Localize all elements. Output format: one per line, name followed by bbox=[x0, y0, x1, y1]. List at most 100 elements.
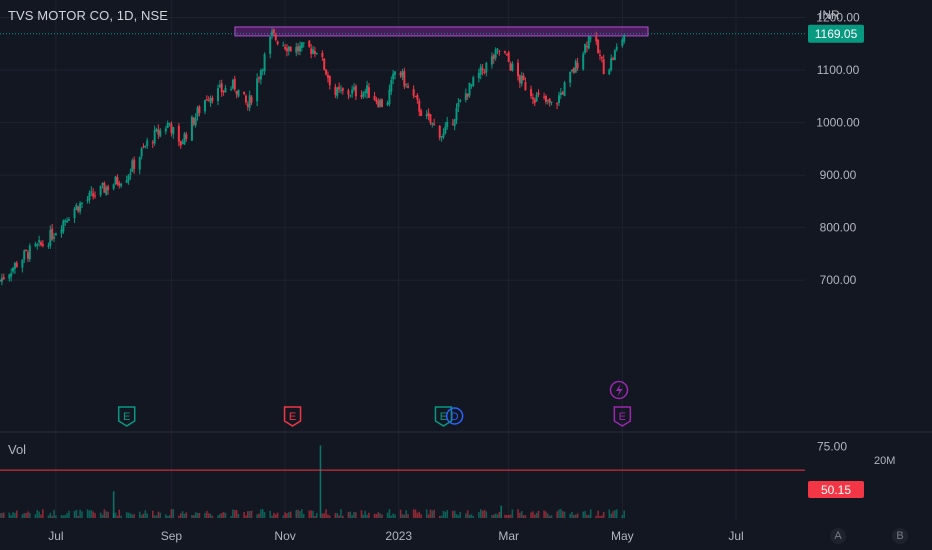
candle-body bbox=[54, 233, 57, 236]
candle-body bbox=[125, 180, 128, 183]
volume-bar bbox=[209, 513, 212, 518]
volume-bar bbox=[377, 512, 380, 518]
candle-body bbox=[326, 74, 329, 78]
time-axis[interactable]: Jul Sep Nov 2023 Mar May Jul bbox=[48, 529, 743, 543]
time-tick-label: May bbox=[611, 529, 634, 543]
volume-bar bbox=[446, 510, 448, 518]
volume-bar bbox=[589, 509, 592, 518]
volume-bar bbox=[243, 512, 245, 518]
volume-bar bbox=[219, 513, 221, 518]
volume-bar bbox=[153, 515, 156, 518]
volume-bar bbox=[192, 515, 195, 518]
candle-body bbox=[138, 157, 141, 170]
volume-bar bbox=[602, 511, 605, 518]
volume-bar bbox=[138, 511, 141, 518]
volume-bar bbox=[561, 511, 564, 518]
volume-bar bbox=[40, 514, 42, 518]
volume-spike-bar bbox=[319, 445, 322, 518]
candle-body bbox=[73, 208, 76, 219]
volume-bar bbox=[425, 509, 428, 518]
event-marker-letter: E bbox=[619, 411, 626, 423]
candle-body bbox=[276, 41, 279, 45]
dividend-marker[interactable]: D bbox=[445, 407, 464, 425]
earnings-marker[interactable]: E bbox=[283, 406, 302, 427]
candle-body bbox=[295, 46, 298, 53]
candle-body bbox=[612, 58, 615, 60]
volume-bar bbox=[88, 510, 91, 518]
volume-bar bbox=[14, 512, 16, 518]
candle-body bbox=[0, 278, 3, 283]
volume-bar bbox=[548, 515, 551, 518]
volume-bar bbox=[347, 512, 350, 518]
candle-body bbox=[425, 114, 428, 117]
candle-body bbox=[282, 45, 285, 47]
candle-body bbox=[481, 68, 484, 71]
candle-body bbox=[587, 36, 590, 49]
volume-scale-label: 20M bbox=[874, 455, 896, 467]
price-axis[interactable]: 1300.001200.001100.001000.00900.00800.00… bbox=[816, 0, 860, 288]
volume-tick-label: 75.00 bbox=[817, 439, 847, 453]
volume-bar bbox=[172, 509, 175, 518]
resistance-zone[interactable] bbox=[234, 26, 649, 37]
volume-bar bbox=[360, 510, 363, 518]
time-tick-label: Mar bbox=[498, 529, 519, 543]
volume-bar bbox=[191, 514, 193, 518]
candle-body bbox=[466, 93, 469, 97]
auto-scale-button[interactable]: A bbox=[830, 528, 846, 544]
candle-body bbox=[569, 71, 572, 83]
candle-body bbox=[92, 193, 95, 197]
candle-body bbox=[464, 93, 467, 100]
volume-bar bbox=[23, 513, 26, 518]
volume-axis[interactable]: 75.00 bbox=[817, 439, 847, 453]
price-tick-label: 700.00 bbox=[820, 273, 857, 287]
candle-body bbox=[263, 54, 266, 72]
candle-body bbox=[185, 134, 188, 139]
volume-bar bbox=[485, 511, 488, 518]
volume-bar bbox=[127, 512, 130, 518]
candle-body bbox=[438, 125, 441, 138]
candle-body bbox=[90, 191, 93, 193]
candle-body bbox=[12, 267, 15, 272]
volume-bar bbox=[444, 511, 447, 518]
earnings-marker[interactable]: E bbox=[613, 406, 632, 427]
candle-body bbox=[153, 130, 156, 144]
candle-body bbox=[559, 92, 562, 95]
earnings-marker[interactable]: E bbox=[434, 406, 453, 427]
volume-bar bbox=[504, 514, 506, 518]
grid-lines bbox=[0, 0, 805, 520]
volume-bar bbox=[159, 512, 162, 518]
volume-bar bbox=[308, 510, 311, 518]
volume-bar bbox=[233, 510, 236, 518]
candle-body bbox=[546, 99, 549, 101]
candle-body bbox=[531, 97, 534, 100]
volume-bar bbox=[12, 512, 14, 518]
candle-body bbox=[446, 121, 449, 127]
candle-body bbox=[563, 82, 566, 96]
b-button[interactable]: B bbox=[892, 528, 908, 544]
volume-bar bbox=[584, 510, 586, 518]
alert-lightning-icon[interactable] bbox=[609, 380, 629, 400]
volume-bar bbox=[491, 515, 493, 518]
candle-body bbox=[492, 55, 495, 60]
candle-body bbox=[80, 202, 83, 204]
event-marker-letter: E bbox=[440, 411, 447, 423]
candle-body bbox=[403, 71, 406, 87]
volume-bar bbox=[269, 510, 271, 518]
candle-body bbox=[60, 229, 63, 234]
volume-bar bbox=[248, 511, 251, 518]
volume-bar bbox=[99, 512, 102, 518]
volume-bar bbox=[418, 511, 421, 518]
volume-bar bbox=[42, 509, 44, 518]
candle-body bbox=[585, 45, 588, 48]
candle-body bbox=[94, 195, 97, 197]
volume-bar bbox=[274, 514, 277, 518]
candle-body bbox=[75, 204, 78, 210]
chart-title: TVS MOTOR CO, 1D, NSE bbox=[8, 8, 169, 23]
volume-bar bbox=[479, 509, 482, 518]
candle-body bbox=[233, 79, 236, 90]
candle-body bbox=[312, 49, 315, 54]
candle-body bbox=[77, 206, 80, 212]
earnings-marker[interactable]: E bbox=[117, 406, 136, 427]
candle-body bbox=[250, 96, 253, 103]
